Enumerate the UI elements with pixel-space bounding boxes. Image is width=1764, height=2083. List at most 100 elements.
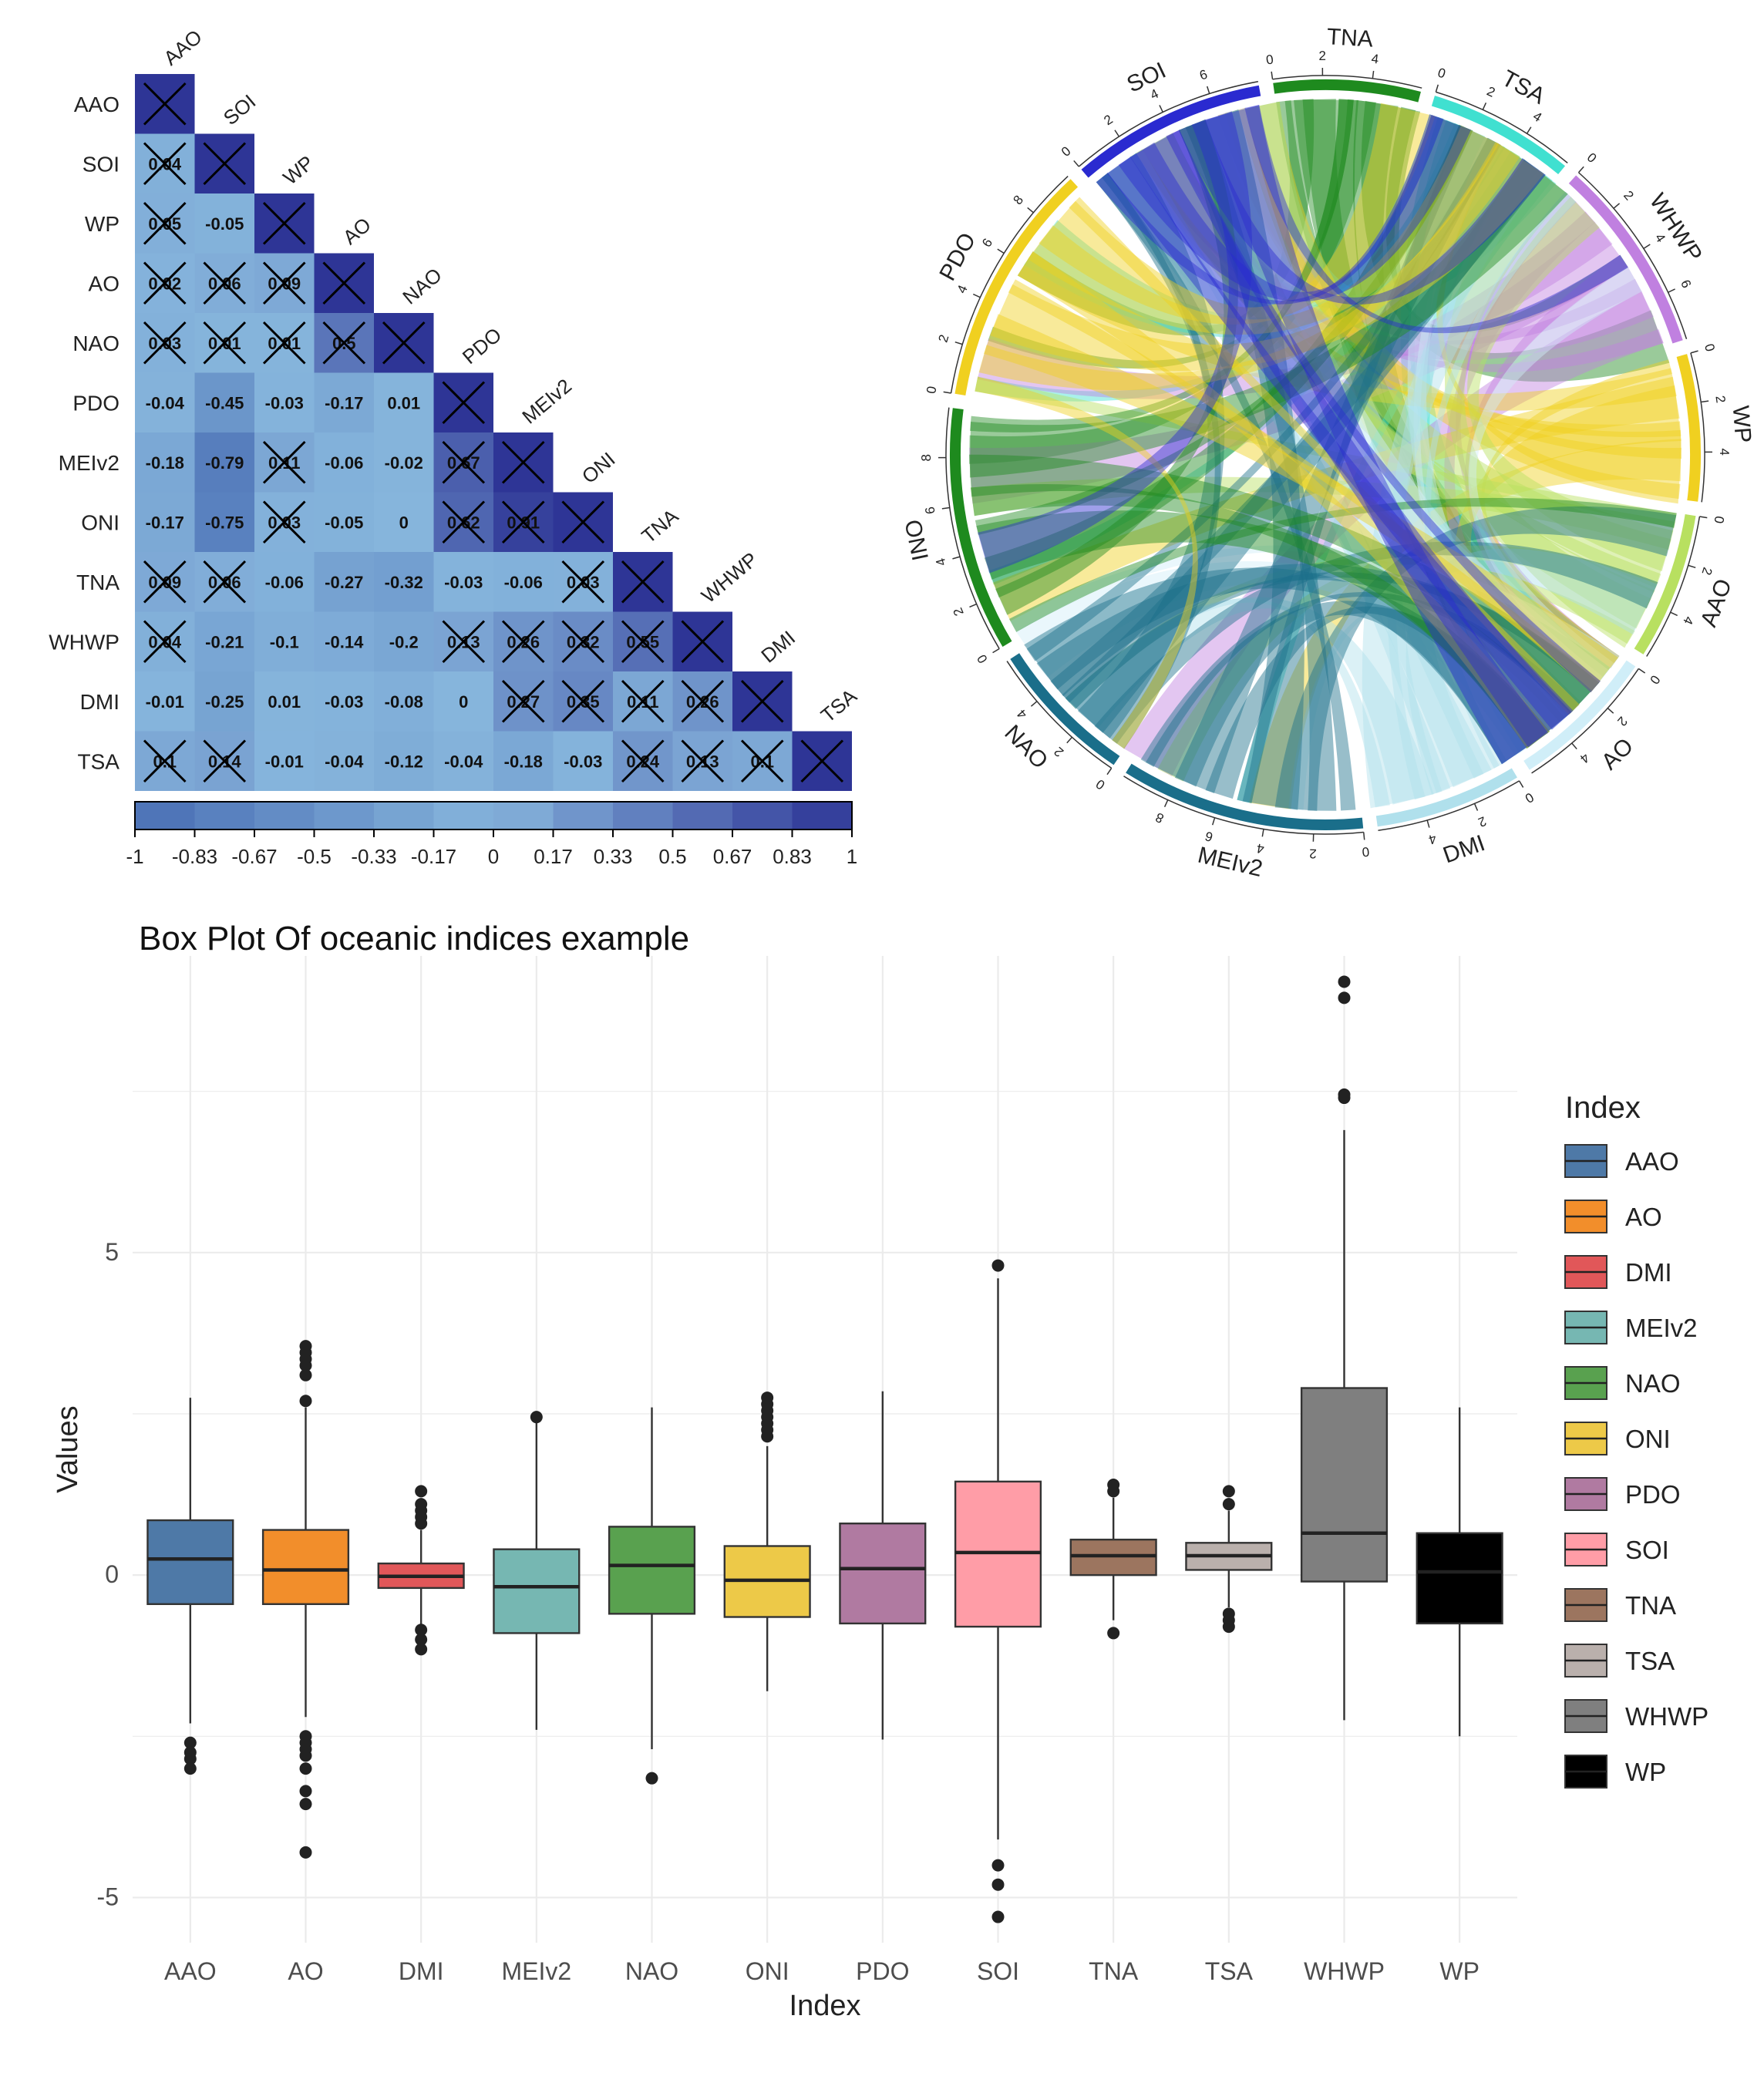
col-label-TNA: TNA [637, 504, 683, 548]
colorbar-segment [374, 802, 434, 829]
legend-label-WP: WP [1625, 1758, 1666, 1786]
corr-value-label: -0.03 [325, 692, 363, 712]
x-tick-label: DMI [399, 1957, 444, 1985]
legend-label-ONI: ONI [1625, 1425, 1671, 1453]
box-outlier [992, 1879, 1005, 1891]
box-outlier [300, 1762, 312, 1775]
chord-axis-tick [1213, 818, 1215, 826]
chord-sector-label-PDO: PDO [934, 229, 981, 285]
box-outlier [646, 1772, 658, 1785]
box-AAO [147, 1520, 233, 1604]
corr-value-label: 0.01 [387, 393, 420, 412]
chord-axis-tick-label: 2 [1052, 744, 1067, 759]
chord-axis-tick [1607, 708, 1613, 714]
col-label-AAO: AAO [159, 25, 206, 69]
chord-axis-tick [973, 294, 980, 298]
legend-label-AO: AO [1625, 1203, 1662, 1231]
corr-value-label: -0.04 [146, 393, 185, 412]
colorbar-tick-label: 0.17 [534, 845, 573, 868]
chord-axis-tick-label: 4 [933, 557, 949, 567]
chord-axis-tick-label: 4 [1014, 707, 1030, 722]
colorbar-segment [315, 802, 375, 829]
box-outlier [300, 1395, 312, 1407]
chord-axis-tick-label: 2 [1699, 566, 1715, 577]
corr-value-label: -0.2 [389, 632, 419, 651]
chord-sector-label-AO: AO [1597, 733, 1638, 775]
chord-axis-tick-label: 2 [1318, 49, 1326, 63]
chord-axis-tick-label: 6 [1198, 67, 1210, 83]
col-label-AO: AO [338, 213, 375, 249]
corr-value-label: -0.21 [205, 632, 244, 651]
chord-sector-label-DMI: DMI [1440, 830, 1489, 868]
row-label-TSA: TSA [78, 749, 120, 773]
chord-sector-label-TNA: TNA [1326, 24, 1374, 52]
row-label-TNA: TNA [76, 570, 120, 594]
col-label-TSA: TSA [816, 684, 862, 727]
chord-axis-tick [1115, 130, 1119, 136]
chord-axis-tick-label: 0 [1059, 143, 1074, 160]
chord-sector-label-ONI: ONI [899, 517, 932, 563]
chord-axis-tick [1701, 401, 1708, 402]
chord-axis-tick [1107, 768, 1112, 774]
legend-title: Index [1565, 1091, 1641, 1125]
chord-axis-tick [1372, 71, 1373, 79]
row-label-ONI: ONI [81, 510, 120, 534]
chord-axis-tick-label: 2 [1485, 84, 1498, 100]
legend-label-MEIv2: MEIv2 [1625, 1314, 1698, 1342]
chord-axis-tick-label: 6 [1203, 829, 1215, 845]
row-label-WP: WP [85, 212, 120, 236]
x-tick-label: ONI [746, 1957, 789, 1985]
chord-axis-tick [1520, 781, 1523, 788]
chord-axis-tick-label: 8 [1153, 809, 1166, 826]
chord-axis-tick [1165, 800, 1168, 807]
colorbar-tick-label: 1 [847, 845, 857, 868]
legend-label-PDO: PDO [1625, 1480, 1681, 1509]
box-NAO [609, 1526, 695, 1614]
chord-axis-tick [1271, 72, 1272, 79]
chord-axis-tick-label: 0 [975, 652, 991, 666]
corr-value-label: -0.06 [265, 573, 304, 592]
colorbar-tick-label: -1 [126, 845, 143, 868]
row-label-MEIv2: MEIv2 [59, 451, 120, 475]
box-outlier [1107, 1479, 1119, 1491]
box-outlier [1223, 1498, 1235, 1510]
chord-axis-tick-label: 2 [1621, 188, 1637, 204]
colorbar-tick-label: -0.5 [297, 845, 332, 868]
legend-label-WHWP: WHWP [1625, 1702, 1708, 1731]
corr-value-label: -0.04 [325, 752, 364, 771]
chord-sector-label-WHWP: WHWP [1644, 189, 1707, 266]
colorbar-segment [554, 802, 614, 829]
chord-axis-tick-label: 0 [924, 385, 939, 395]
y-tick-label: -5 [97, 1883, 119, 1910]
box-outlier [415, 1643, 427, 1655]
row-label-WHWP: WHWP [49, 630, 120, 654]
chord-axis-tick-label: 4 [1427, 831, 1438, 847]
chord-axis-tick [1436, 85, 1438, 93]
chord-axis-tick [1031, 702, 1037, 706]
box-outlier [415, 1485, 427, 1497]
colorbar-tick-label: 0 [488, 845, 499, 868]
col-label-NAO: NAO [398, 263, 446, 308]
x-axis-title: Index [789, 1990, 861, 2022]
corr-value-label: -0.25 [205, 692, 244, 712]
box-outlier [300, 1749, 312, 1762]
row-label-DMI: DMI [80, 690, 120, 714]
chord-sector-arc [1682, 355, 1695, 501]
chord-axis-tick [955, 342, 963, 345]
box-WHWP [1301, 1388, 1387, 1582]
chord-axis-tick-label: 2 [1101, 112, 1115, 128]
correlation-matrix-chart: AAOAAOSOI0.04SOIWP0.05-0.05WPAO0.020.060… [0, 0, 879, 902]
colorbar-tick-label: -0.33 [351, 845, 396, 868]
box-outlier [415, 1498, 427, 1510]
corr-value-label: -0.18 [146, 453, 184, 473]
col-label-WHWP: WHWP [697, 547, 762, 607]
chord-axis-tick-label: 4 [1680, 614, 1696, 628]
corr-value-label: -0.12 [385, 752, 423, 771]
chord-axis-tick-label: 0 [1362, 844, 1370, 860]
corr-value-label: -0.32 [385, 573, 423, 592]
corr-value-label: -0.01 [265, 752, 304, 771]
x-tick-label: WP [1439, 1957, 1480, 1985]
chord-axis-tick [998, 249, 1004, 253]
